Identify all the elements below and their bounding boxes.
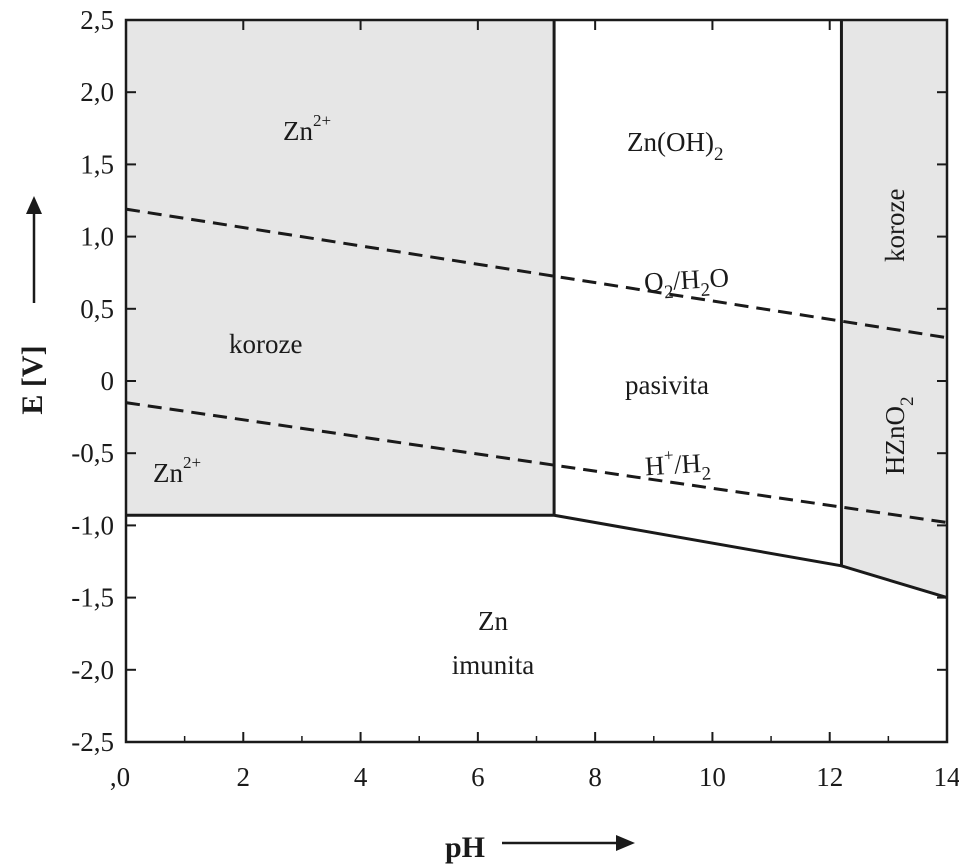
x-tick-label: 6 [471, 762, 485, 792]
y-tick-label: -2,0 [71, 655, 114, 685]
series-line-1 [125, 401, 948, 524]
label-koroze-right: koroze [880, 189, 910, 262]
y-axis-title: E [V] [16, 345, 49, 414]
x-tick-label: 8 [588, 762, 602, 792]
water-stability-lines [125, 207, 948, 524]
x-tick-labels: ,0 2 4 6 8 10 12 14 [110, 762, 959, 792]
label-imunita: imunita [452, 650, 535, 680]
y-tick-label: 2,0 [80, 77, 114, 107]
label-o2-h2o: O2/H2O [643, 262, 730, 304]
series-line-0 [125, 207, 948, 340]
region-layer [126, 20, 947, 598]
y-tick-label: -2,5 [71, 727, 114, 757]
x-tick-label: 2 [237, 762, 251, 792]
label-zn: Zn [478, 606, 508, 636]
y-tick-label: 1,0 [80, 222, 114, 252]
y-axis-arrow [26, 196, 42, 303]
corrosion-region-1 [841, 20, 947, 598]
x-tick-label: 14 [934, 762, 959, 792]
corrosion-region-0 [126, 20, 555, 516]
boundary-lines [126, 20, 948, 600]
boundary-line-0 [126, 513, 948, 600]
x-tick-label: 10 [699, 762, 726, 792]
x-tick-label: 12 [816, 762, 843, 792]
y-tick-label: 0,5 [80, 294, 114, 324]
x-axis-title: pH [445, 831, 485, 864]
label-h-h2: H+/H2 [644, 443, 712, 488]
label-koroze-left: koroze [229, 329, 302, 359]
y-tick-labels: 2,5 2,0 1,5 1,0 0,5 0 -0,5 -1,0 -1,5 -2,0 -2,5 [71, 5, 114, 757]
x-axis-arrow [502, 835, 635, 851]
tick-marks [125, 19, 948, 743]
y-tick-label: 2,5 [80, 5, 114, 35]
label-pasivita: pasivita [625, 370, 709, 400]
y-tick-label: -1,5 [71, 583, 114, 613]
label-zn-oh2: Zn(OH)2 [627, 127, 723, 165]
x-tick-label: ,0 [110, 762, 130, 792]
y-tick-label: -1,0 [71, 510, 114, 540]
y-tick-label: 0 [101, 366, 115, 396]
y-tick-label: -0,5 [71, 438, 114, 468]
y-tick-label: 1,5 [80, 149, 114, 179]
x-tick-label: 4 [354, 762, 368, 792]
